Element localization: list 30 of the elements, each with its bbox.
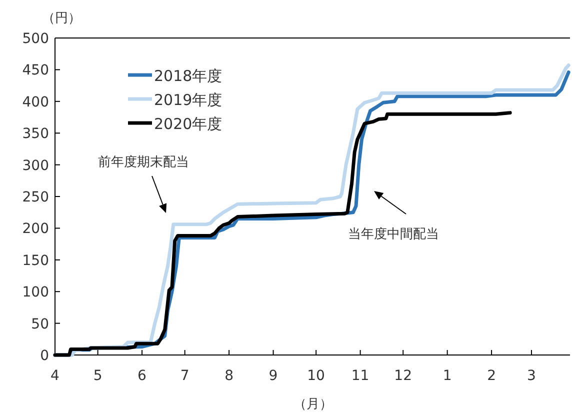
x-tick-label: 7	[180, 368, 190, 384]
legend-label: 2020年度	[154, 115, 222, 133]
annotation: 前年度期末配当	[98, 154, 189, 170]
x-tick-label: 6	[138, 368, 147, 384]
y-tick-label: 100	[22, 284, 49, 301]
y-tick-label: 300	[22, 158, 49, 174]
x-tick-label: 8	[224, 368, 234, 384]
y-tick-label: 250	[22, 190, 49, 206]
legend-label: 2019年度	[154, 91, 222, 109]
y-tick-label: 200	[22, 221, 49, 238]
x-tick-label: 3	[527, 368, 536, 384]
y-tick-label: 450	[22, 62, 49, 79]
y-axis-title: （円）	[42, 11, 81, 26]
x-tick-label: 9	[268, 368, 278, 384]
y-tick-label: 350	[22, 126, 49, 142]
x-axis-title: （月）	[294, 397, 332, 412]
legend-label: 2018年度	[154, 67, 222, 85]
x-tick-label: 10	[307, 368, 325, 384]
y-tick-label: 50	[31, 316, 49, 332]
y-tick-label: 500	[22, 31, 49, 47]
x-tick-label: 5	[93, 368, 102, 384]
x-tick-label: 1	[442, 368, 452, 384]
x-tick-label: 11	[351, 368, 370, 384]
y-tick-label: 400	[22, 94, 49, 110]
y-tick-label: 0	[40, 348, 49, 364]
x-tick-label: 2	[487, 368, 496, 384]
x-tick-label: 12	[394, 368, 412, 384]
y-tick-label: 150	[22, 252, 49, 269]
x-tick-label: 4	[50, 368, 60, 384]
annotation: 当年度中間配当	[348, 226, 439, 242]
